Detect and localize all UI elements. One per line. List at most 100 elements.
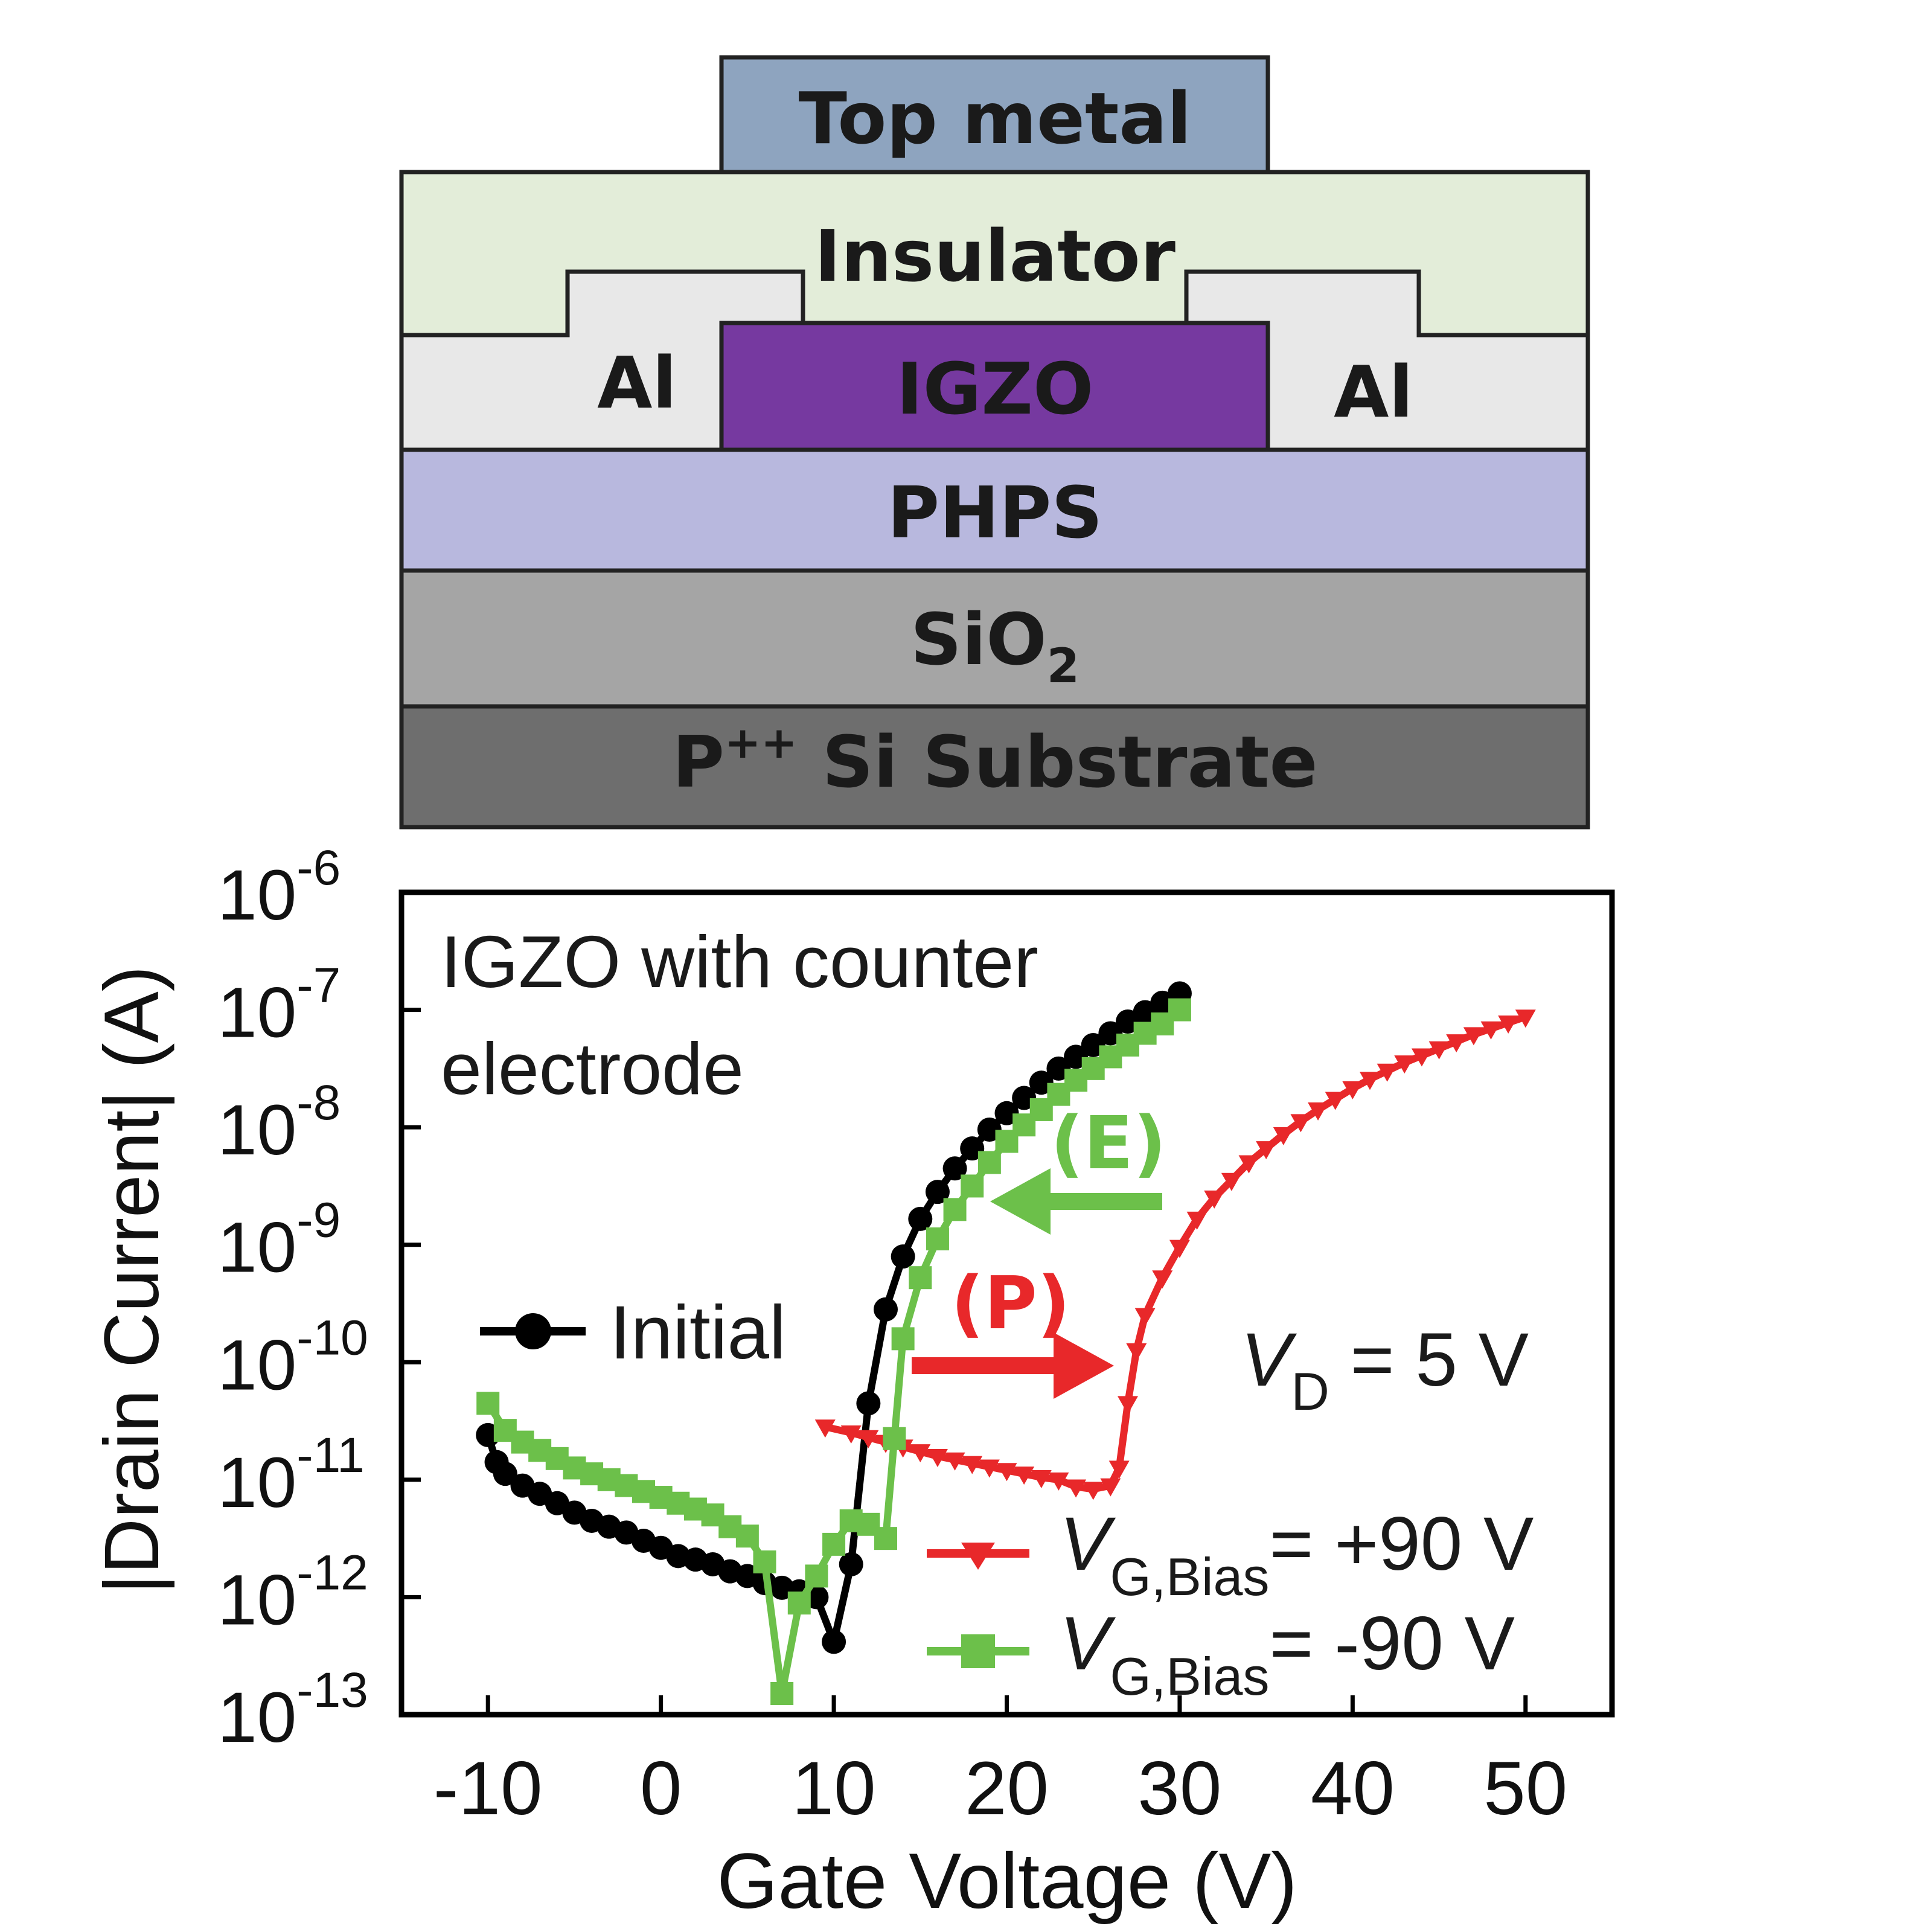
data-point (1083, 1482, 1104, 1500)
data-point (493, 1462, 517, 1486)
data-point (858, 1430, 879, 1448)
data-point (908, 1206, 933, 1231)
legend-initial-label: Initial (610, 1291, 786, 1375)
x-tick-label: 40 (1311, 1747, 1395, 1831)
data-point (1360, 1072, 1380, 1090)
data-point (1446, 1034, 1467, 1053)
y-tick-label: 10-8 (217, 1075, 341, 1170)
data-point (1221, 1172, 1242, 1191)
series-layer (476, 981, 1536, 1705)
label-top-metal: Top metal (799, 77, 1192, 160)
data-point (1100, 1478, 1121, 1497)
x-tick-label: 30 (1137, 1747, 1221, 1831)
legend-minus90-label: VG,Bias= -90 V (1060, 1602, 1515, 1706)
legend-plus90-label: VG,Bias= +90 V (1060, 1502, 1534, 1607)
y-tick-labels: 10-6 10-7 10-8 10-9 10-10 10-11 10-12 10-13 (217, 840, 368, 1758)
data-point (770, 1681, 794, 1705)
label-al-left: Al (597, 341, 677, 424)
drain-voltage-label: VD = 5 V (1241, 1318, 1529, 1421)
data-point (1273, 1127, 1294, 1145)
data-point (925, 1180, 950, 1204)
legend-plus90: VG,Bias= +90 V (927, 1502, 1534, 1607)
data-point (476, 1392, 500, 1415)
diagram-labels: Top metal Insulator Al IGZO Al PHPS SiO2… (597, 77, 1413, 804)
data-point (943, 1198, 967, 1221)
data-point (927, 1448, 948, 1467)
data-point (822, 1630, 846, 1654)
label-substrate: P++ Si Substrate (672, 717, 1317, 804)
data-point (1066, 1479, 1087, 1498)
y-tick-label: 10-11 (217, 1428, 365, 1523)
data-point (996, 1463, 1017, 1482)
axis-ticks (401, 890, 1528, 1717)
data-point (1048, 1472, 1069, 1491)
layer-substrate (399, 704, 1590, 830)
x-tick-labels: -10 0 10 20 30 40 50 (433, 1747, 1567, 1831)
data-point (942, 1156, 967, 1181)
x-tick-label: -10 (433, 1747, 543, 1831)
panel-title-line1: IGZO with counter (441, 921, 1038, 1003)
transfer-curve-plot: -10 0 10 20 30 40 50 10-6 10-7 10-8 10-9 10-10 10-1… (89, 840, 1615, 1925)
data-point (874, 1527, 897, 1550)
data-point (805, 1564, 828, 1588)
series-1 (814, 1009, 1536, 1500)
data-point (1394, 1055, 1415, 1074)
data-point (753, 1550, 776, 1574)
data-point (1325, 1092, 1346, 1110)
legend-initial: Initial (480, 1291, 786, 1375)
y-tick-label: 10-6 (217, 840, 341, 935)
program-label: (P) (951, 1262, 1070, 1346)
data-point (1014, 1467, 1035, 1485)
x-tick-label: 10 (792, 1747, 876, 1831)
data-point (909, 1266, 932, 1290)
data-point (944, 1452, 965, 1471)
data-point (883, 1427, 906, 1450)
series-2 (476, 998, 1191, 1705)
data-point (1377, 1063, 1398, 1082)
layer-sio2 (399, 568, 1590, 709)
erase-label: (E) (1051, 1102, 1166, 1186)
data-point (1108, 1460, 1130, 1479)
data-point (1480, 1021, 1502, 1040)
data-point (979, 1459, 1000, 1478)
data-point (1031, 1470, 1052, 1488)
y-tick-label: 10-9 (217, 1193, 341, 1288)
data-point (856, 1391, 881, 1416)
data-point (961, 1174, 984, 1198)
data-point (1256, 1141, 1277, 1160)
x-tick-label: 50 (1483, 1747, 1567, 1831)
data-point (874, 1297, 898, 1322)
layer-igzo (719, 321, 1270, 452)
x-tick-label: 0 (640, 1747, 682, 1831)
y-tick-label: 10-12 (217, 1545, 368, 1640)
data-point (1515, 1009, 1536, 1028)
data-point (787, 1591, 811, 1615)
data-point (1498, 1015, 1519, 1034)
data-point (839, 1552, 863, 1576)
data-point (814, 1419, 836, 1438)
data-point (1186, 1211, 1208, 1230)
data-point (1204, 1190, 1225, 1209)
data-point (1152, 1270, 1173, 1289)
erase-arrow (990, 1168, 1162, 1235)
data-point (1308, 1102, 1329, 1121)
y-axis-label: |Drain Current| (A) (89, 966, 175, 1595)
data-point (1169, 1239, 1190, 1258)
y-tick-label: 10-10 (217, 1310, 368, 1405)
data-point (1342, 1081, 1363, 1099)
data-point (962, 1456, 983, 1474)
label-sio2: SiO2 (910, 598, 1080, 694)
data-point (1428, 1041, 1450, 1060)
data-point (1118, 1396, 1138, 1415)
label-phps: PHPS (888, 471, 1103, 554)
data-point (1126, 1343, 1147, 1361)
label-al-right: Al (1334, 350, 1413, 433)
data-point (1411, 1048, 1432, 1067)
layer-top-metal (719, 55, 1270, 174)
data-point (1463, 1027, 1484, 1046)
data-point (891, 1244, 915, 1269)
legend-minus90: VG,Bias= -90 V (927, 1602, 1515, 1706)
program-arrow (912, 1332, 1114, 1399)
data-point (926, 1227, 949, 1250)
